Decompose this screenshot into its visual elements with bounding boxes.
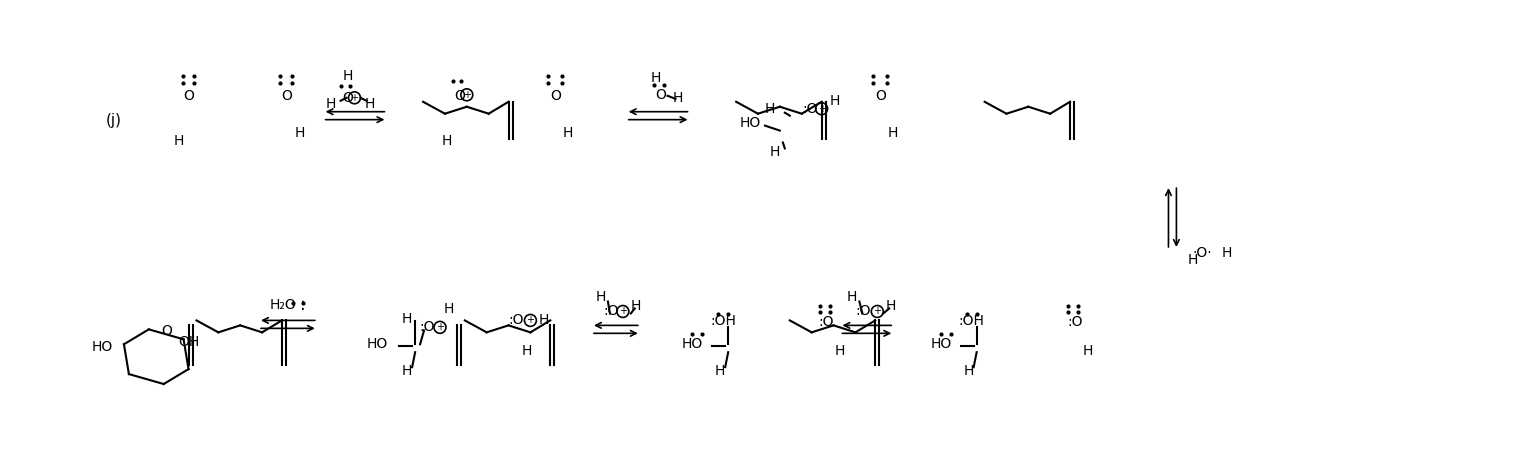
Text: O: O [874,89,885,103]
Text: O: O [161,324,172,338]
Text: H: H [1187,253,1198,267]
Text: H: H [630,299,641,313]
Text: O: O [454,89,466,103]
Text: :O: :O [818,315,835,329]
Text: HO: HO [931,337,952,351]
Text: (j): (j) [106,113,121,128]
Text: +: + [436,322,443,332]
Text: H: H [770,146,780,160]
Text: H: H [846,290,856,304]
Text: +: + [527,315,534,326]
Text: H: H [364,97,375,111]
Text: H: H [672,91,683,105]
Text: :O: :O [603,304,619,318]
Text: O: O [281,89,293,103]
Text: O: O [656,88,666,102]
Text: HO: HO [91,340,112,354]
Text: H: H [442,133,452,147]
Text: O: O [184,89,194,103]
Text: H: H [343,69,352,83]
Text: H: H [443,303,454,317]
Text: H: H [835,344,844,358]
Text: H: H [402,313,413,327]
Text: H: H [521,344,531,358]
Text: :: : [301,295,305,313]
Text: H₂O: H₂O [270,298,296,312]
Text: :O: :O [856,304,871,318]
Text: HO: HO [682,337,703,351]
Text: H: H [539,313,548,327]
Text: H: H [563,125,574,139]
Text: H: H [888,125,899,139]
Text: H: H [1082,344,1093,358]
Text: HO: HO [367,337,389,351]
Text: +: + [619,307,627,317]
Text: :O: :O [1067,315,1082,329]
Text: H: H [964,364,975,378]
Text: H: H [887,299,896,313]
Text: H: H [829,94,839,108]
Text: O: O [550,89,560,103]
Text: H: H [325,97,335,111]
Text: +: + [463,90,471,100]
Text: +: + [351,93,358,103]
Text: OH: OH [178,335,199,349]
Text: ·O·: ·O· [1193,246,1211,260]
Text: H: H [595,290,606,304]
Text: H: H [650,71,660,85]
Text: +: + [873,307,882,317]
Text: O: O [342,91,354,105]
Text: :O: :O [419,320,434,334]
Text: HO: HO [739,115,761,129]
Text: H: H [1222,246,1233,260]
Text: :OH: :OH [710,314,736,328]
Text: H: H [402,364,413,378]
Text: H: H [173,133,184,147]
Text: H: H [294,125,305,139]
Text: H: H [715,364,726,378]
Text: :O: :O [509,313,524,327]
Text: H: H [765,102,776,116]
Text: +: + [818,104,826,114]
Text: :OH: :OH [959,314,985,328]
Text: :O: :O [802,102,817,116]
